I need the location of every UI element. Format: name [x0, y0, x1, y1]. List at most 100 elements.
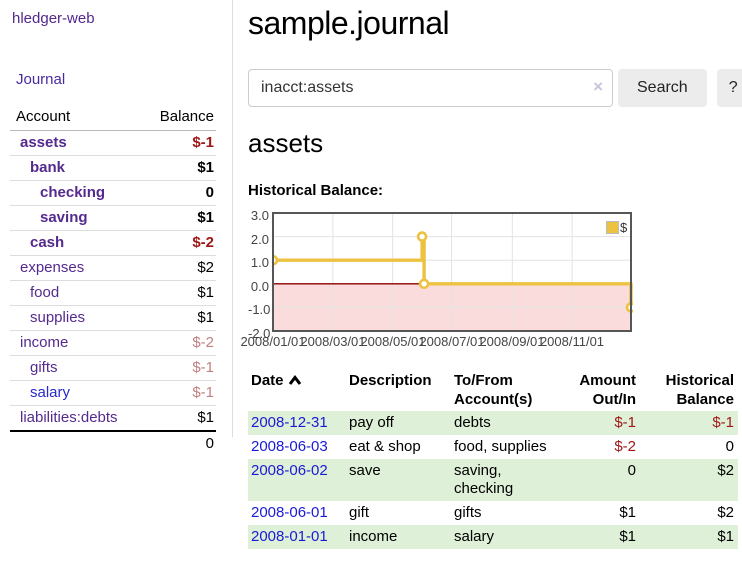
transaction-description: pay off — [349, 414, 394, 431]
transaction-description: gift — [349, 504, 370, 521]
account-balance: $-2 — [140, 330, 216, 356]
account-link-gifts[interactable]: gifts — [30, 359, 58, 376]
account-link-bank[interactable]: bank — [30, 159, 66, 176]
transaction-balance: $2 — [717, 504, 734, 521]
transaction-date-link[interactable]: 2008-06-01 — [251, 504, 328, 521]
account-row-saving: saving $1 — [10, 205, 216, 231]
account-row-liabilities-debts: liabilities:debts $1 — [10, 405, 216, 431]
y-tick-label: 2.0 — [250, 232, 269, 247]
y-tick-label: -2.0 — [248, 326, 271, 341]
x-tick-label: 2008/07/01 — [419, 334, 485, 349]
chart-title: Historical Balance: — [248, 182, 384, 199]
transaction-row[interactable]: 2008-01-01 income salary $1 $1 — [248, 525, 738, 549]
y-tick-label: 1.0 — [250, 255, 269, 270]
account-row-expenses: expenses $2 — [10, 255, 216, 281]
data-point-markers — [272, 231, 633, 313]
account-balance: $1 — [140, 155, 216, 181]
amount-column-header: Amount Out/In — [579, 372, 636, 408]
transaction-row[interactable]: 2008-12-31 pay off debts $-1 $-1 — [248, 411, 738, 435]
account-balance: $-1 — [140, 355, 216, 381]
x-tick-label: 2008/09/01 — [479, 334, 545, 349]
x-tick-label: 2008/11/01 — [539, 334, 605, 349]
transaction-balance: 0 — [725, 438, 734, 455]
transaction-amount: 0 — [627, 462, 636, 479]
account-balance: $-2 — [140, 230, 216, 256]
transaction-amount: $-1 — [614, 414, 636, 431]
account-balance: $1 — [140, 305, 216, 331]
legend-label: $ — [620, 220, 628, 235]
sidebar: hledger-web Journal Account Balance asse… — [0, 0, 233, 456]
accounts-table-header-row: Account Balance — [10, 104, 216, 131]
balance-column-header: Balance — [140, 104, 216, 131]
account-row-assets: assets $-1 — [10, 131, 216, 156]
transaction-row[interactable]: 2008-06-02 save saving, checking 0 $2 — [248, 459, 738, 501]
account-row-gifts: gifts $-1 — [10, 355, 216, 381]
account-link-checking[interactable]: checking — [40, 184, 106, 201]
account-row-checking: checking 0 — [10, 180, 216, 206]
date-column-header[interactable]: Date — [248, 369, 345, 411]
account-link-saving[interactable]: saving — [40, 209, 88, 226]
page-title: sample.journal — [248, 5, 450, 41]
account-balance: $1 — [140, 205, 216, 231]
account-row-supplies: supplies $1 — [10, 305, 216, 331]
y-tick-label: 3.0 — [250, 208, 269, 223]
x-tick-label: 2008/05/01 — [360, 334, 426, 349]
search-bar: × Search ? — [248, 69, 742, 107]
transaction-date-link[interactable]: 2008-06-03 — [251, 438, 328, 455]
account-row-income: income $-2 — [10, 330, 216, 356]
clear-search-icon[interactable]: × — [593, 77, 603, 96]
search-input[interactable] — [248, 69, 613, 107]
legend-swatch-icon — [606, 221, 619, 234]
account-link-assets[interactable]: assets — [20, 134, 67, 151]
transaction-accounts: gifts — [454, 504, 482, 521]
transaction-accounts: saving, checking — [454, 462, 514, 497]
main-content: sample.journal × Search ? assets Histori… — [233, 0, 742, 582]
account-column-header: Account — [10, 104, 140, 131]
sidebar-item-journal[interactable]: Journal — [16, 71, 66, 88]
accounts-total-row: 0 — [10, 430, 216, 456]
plot-border — [272, 212, 632, 332]
account-page-title: assets — [248, 128, 324, 158]
transaction-accounts: food, supplies — [454, 438, 547, 455]
account-link-salary[interactable]: salary — [30, 384, 71, 401]
account-row-food: food $1 — [10, 280, 216, 306]
app-title-link[interactable]: hledger-web — [12, 10, 95, 27]
help-button[interactable]: ? — [716, 69, 742, 107]
transaction-description: income — [349, 528, 398, 545]
chart-plot-area — [272, 212, 633, 332]
account-balance: $1 — [140, 280, 216, 306]
sort-ascending-icon — [288, 375, 301, 385]
account-balance: $1 — [140, 405, 216, 431]
transaction-date-link[interactable]: 2008-06-02 — [251, 462, 328, 479]
account-link-income[interactable]: income — [20, 334, 69, 351]
account-link-cash[interactable]: cash — [30, 234, 65, 251]
y-tick-label: -1.0 — [248, 302, 271, 317]
account-link-supplies[interactable]: supplies — [30, 309, 86, 326]
account-link-liabilities-debts[interactable]: liabilities:debts — [20, 409, 118, 426]
transaction-date-link[interactable]: 2008-01-01 — [251, 528, 328, 545]
account-balance: $-1 — [192, 134, 214, 151]
accounts-total-value: 0 — [140, 430, 216, 456]
account-link-expenses[interactable]: expenses — [20, 259, 85, 276]
transaction-row[interactable]: 2008-06-01 gift gifts $1 $2 — [248, 501, 738, 525]
register-table: Date Description To/From Account(s) Amou… — [248, 369, 738, 549]
transaction-balance: $-1 — [712, 414, 734, 431]
account-link-food[interactable]: food — [30, 284, 60, 301]
account-balance: $-1 — [140, 380, 216, 406]
historical-balance-chart: 3.0 2.0 1.0 0.0 -1.0 -2.0 — [240, 208, 742, 352]
accounts-balance-table: Account Balance assets $-1 bank $1 check… — [10, 104, 216, 456]
transaction-accounts: debts — [454, 414, 491, 431]
accounts-column-header: To/From Account(s) — [454, 372, 533, 408]
y-tick-label: 0.0 — [250, 279, 269, 294]
x-tick-label: 2008/03/01 — [300, 334, 366, 349]
account-row-cash: cash $-2 — [10, 230, 216, 256]
transaction-description: eat & shop — [349, 438, 421, 455]
transaction-row[interactable]: 2008-06-03 eat & shop food, supplies $-2… — [248, 435, 738, 459]
chart-legend: $ — [606, 220, 627, 235]
search-button[interactable]: Search — [618, 69, 707, 107]
transaction-amount: $1 — [619, 528, 636, 545]
transaction-description: save — [349, 462, 381, 479]
transaction-balance: $1 — [717, 528, 734, 545]
account-row-bank: bank $1 — [10, 155, 216, 181]
transaction-date-link[interactable]: 2008-12-31 — [251, 414, 328, 431]
